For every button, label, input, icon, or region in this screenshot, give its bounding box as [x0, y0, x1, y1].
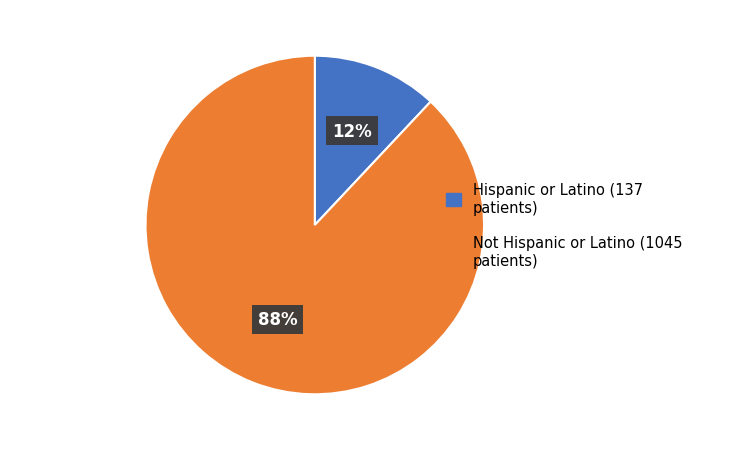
Wedge shape	[315, 57, 431, 226]
Text: 88%: 88%	[258, 311, 297, 329]
Wedge shape	[146, 57, 484, 394]
Text: 12%: 12%	[332, 122, 372, 140]
Legend: Hispanic or Latino (137
patients), Not Hispanic or Latino (1045
patients): Hispanic or Latino (137 patients), Not H…	[447, 183, 682, 268]
